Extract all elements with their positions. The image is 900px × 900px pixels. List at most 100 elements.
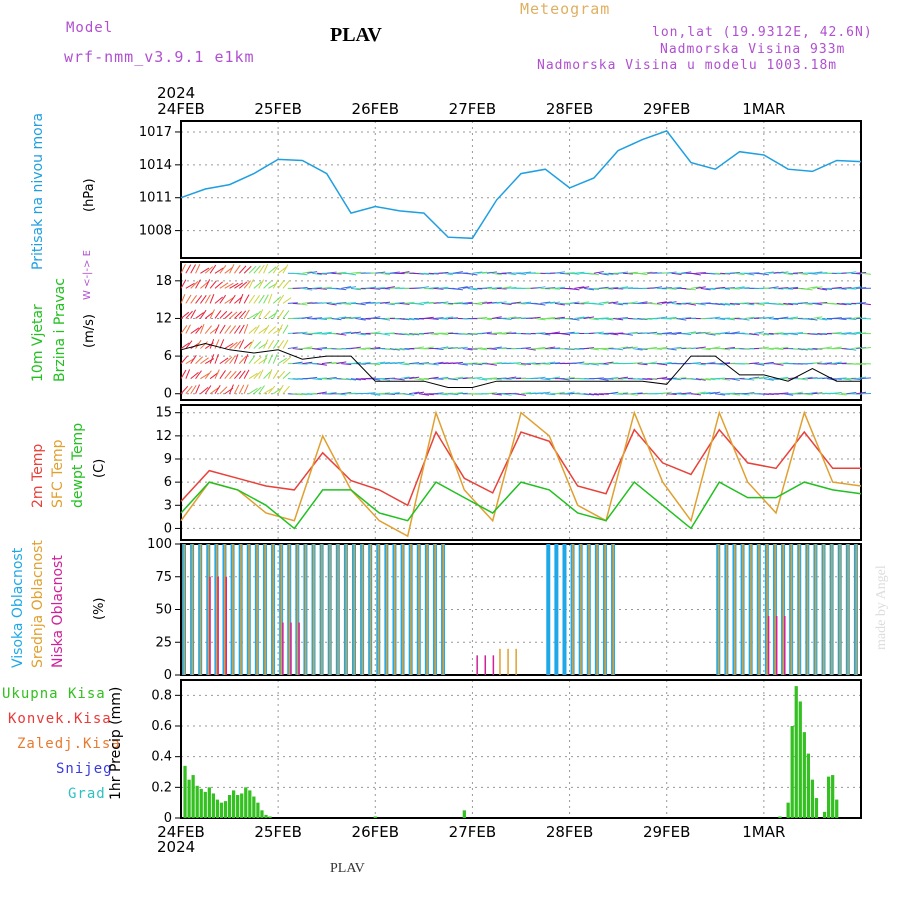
wind-arrow [350, 287, 361, 291]
wind-arrow [671, 302, 682, 306]
wind-arrow [423, 272, 434, 275]
wind-arrow [214, 384, 221, 394]
wind-arrow [535, 317, 546, 321]
precip-bar [373, 816, 377, 818]
wind-arrow [277, 309, 285, 319]
wind-arrow [380, 317, 391, 321]
wind-arrow [238, 293, 244, 304]
wind-arrow [243, 280, 251, 289]
wind-arrow [540, 333, 551, 336]
wind-arrow [219, 264, 227, 274]
cloud-bar [329, 544, 331, 675]
wind-arrow [856, 301, 867, 304]
wind-arrow [384, 348, 395, 351]
wind-arrow [734, 272, 745, 276]
wind-arrow [715, 393, 726, 396]
wind-arrow [506, 316, 517, 319]
wind-arrow [185, 324, 191, 334]
wind-arrow [238, 384, 245, 394]
wind-arrow [418, 272, 429, 275]
precip-bar [207, 787, 211, 818]
wind-arrow [268, 326, 277, 334]
legend-hail: Grad [68, 786, 106, 802]
precip-bar [219, 802, 224, 818]
precip-bar [462, 810, 466, 818]
wind-arrow [321, 286, 332, 289]
wind-arrow [739, 317, 750, 321]
wind-arrow [535, 346, 546, 350]
wind-arrow [312, 272, 323, 276]
wind-arrow [729, 331, 740, 335]
wind-arrow [243, 265, 252, 274]
cloud-bar [733, 544, 736, 675]
cloud-bar [304, 544, 307, 675]
wind-arrow [404, 317, 415, 321]
wind-arrow [457, 286, 468, 289]
wind-arrow [564, 391, 575, 395]
wind-arrow [423, 346, 434, 350]
wind-arrow [778, 333, 789, 336]
wind-arrow [647, 331, 658, 335]
cloud-bar [361, 544, 364, 675]
wind-arrow [807, 317, 818, 321]
wind-arrow [414, 302, 425, 306]
cloud-bar [515, 648, 517, 675]
wind-arrow [482, 301, 493, 304]
wind-arrow [190, 385, 197, 395]
wind-arrow [336, 333, 347, 336]
wind-arrow [486, 363, 497, 366]
precip-bar [256, 802, 260, 818]
wind-arrow [608, 333, 619, 336]
wind-arrow [797, 378, 808, 381]
wind-arrow [695, 286, 706, 289]
wind-arrow [846, 392, 857, 395]
wind-arrow [729, 302, 740, 306]
wind-arrow [656, 363, 667, 366]
wind-arrow [341, 316, 352, 319]
wind-arrow [297, 272, 308, 276]
wind-arrow [190, 327, 200, 334]
wind-arrow [613, 348, 624, 351]
wind-arrow [642, 271, 653, 274]
wind-arrow [321, 378, 332, 381]
wind-arrow [277, 294, 285, 304]
wind-arrow [238, 265, 247, 274]
wind-arrow [438, 333, 449, 336]
wind-arrow [700, 348, 711, 351]
wind-arrow [593, 331, 604, 335]
wind-arrow [195, 370, 202, 379]
wind-arrow [520, 392, 531, 395]
cloud-bar [410, 544, 412, 675]
wind-arrow [370, 331, 381, 335]
wind-arrow [350, 378, 361, 381]
wind-arrow [579, 316, 590, 319]
wind-arrow [258, 309, 264, 319]
wind-arrow [545, 361, 556, 365]
wind-arrow [724, 347, 735, 350]
wind-arrow [380, 378, 391, 381]
wind-arrow [384, 286, 395, 289]
wind-arrow [443, 331, 454, 335]
wind-arrow [238, 324, 245, 334]
wind-arrow [627, 301, 638, 304]
cloud-bar [717, 544, 720, 675]
wind-speed-line [180, 342, 861, 388]
wind-arrow [214, 267, 224, 274]
y-tick-label: 3 [164, 498, 172, 513]
wind-arrow [676, 393, 687, 396]
wind-arrow [336, 271, 347, 274]
wind-arrow [671, 346, 682, 350]
wind-arrow [637, 301, 648, 304]
y-tick-label: 100 [147, 537, 172, 552]
wind-arrow [482, 331, 493, 335]
cloud-bar [215, 544, 218, 675]
wind-arrow [671, 331, 682, 335]
wind-arrow [370, 378, 381, 381]
wind-arrow [695, 378, 706, 381]
wind-arrow [705, 333, 716, 336]
cloud-bar [484, 655, 487, 675]
cloud-bar [207, 544, 210, 675]
wind-arrow [700, 287, 711, 291]
wind-arrow [277, 324, 283, 334]
wind-arrow [438, 286, 449, 289]
